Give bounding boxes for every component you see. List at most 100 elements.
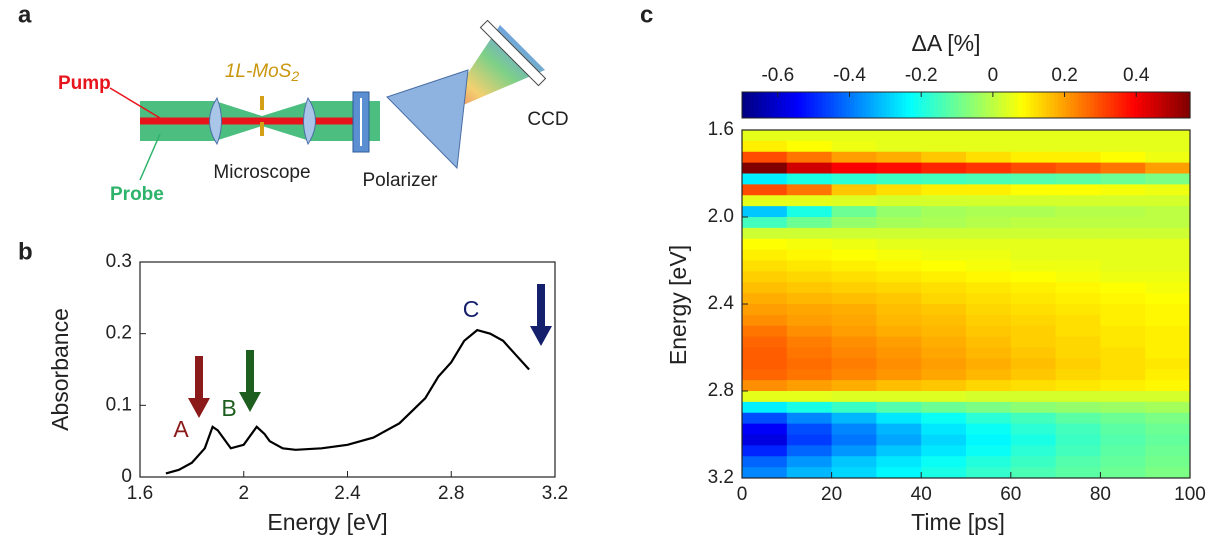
peak-label: C xyxy=(463,296,480,322)
heatmap-cell xyxy=(742,217,788,229)
heatmap-cell xyxy=(876,184,922,196)
colorbar-swatch xyxy=(974,92,979,118)
colorbar-swatch xyxy=(858,92,863,118)
heatmap-cell xyxy=(831,173,877,185)
heatmap-cell xyxy=(831,162,877,174)
heatmap-cell xyxy=(786,391,833,403)
heatmap-cell xyxy=(742,260,788,272)
heatmap-cell xyxy=(966,184,1012,196)
colorbar-swatch xyxy=(1030,92,1035,118)
colorbar-swatch xyxy=(1094,92,1099,118)
heatmap-cell xyxy=(786,314,833,327)
heatmap-cell xyxy=(1100,401,1146,414)
colorbar-swatch xyxy=(778,92,783,118)
heatmap-cell xyxy=(876,325,922,338)
heatmap-cell xyxy=(1055,412,1101,425)
colorbar-swatch xyxy=(1086,92,1091,118)
heatmap-cell xyxy=(966,347,1012,359)
heatmap-cell xyxy=(786,358,833,370)
colorbar-swatch xyxy=(1062,92,1067,118)
ccd xyxy=(479,19,547,87)
heatmap-cell xyxy=(742,391,788,403)
colorbar-swatch xyxy=(854,92,859,118)
pump-arrow xyxy=(530,284,552,346)
heatmap-cell xyxy=(742,162,788,174)
colorbar-swatch xyxy=(1002,92,1007,118)
heatmap-cell xyxy=(876,130,922,142)
heatmap-cell xyxy=(966,314,1012,327)
heatmap-cell xyxy=(966,282,1012,294)
heatmap-cell xyxy=(786,347,833,359)
heatmap-cell xyxy=(742,456,788,468)
heatmap-cell xyxy=(786,238,833,251)
heatmap-cell xyxy=(742,369,788,381)
sample-subscript: 2 xyxy=(290,68,299,84)
heatmap-cell xyxy=(786,206,833,218)
heatmap-cell xyxy=(921,206,967,218)
heatmap-cell xyxy=(831,151,877,164)
x-tick-label: 2.4 xyxy=(334,483,361,504)
heatmap-cell xyxy=(921,260,967,272)
heatmap-cell xyxy=(786,195,833,207)
heatmap-cell xyxy=(1100,260,1146,272)
colorbar-swatch xyxy=(826,92,831,118)
heatmap-cell xyxy=(1145,434,1191,446)
colorbar-swatch xyxy=(1074,92,1079,118)
heatmap-cell xyxy=(831,445,877,457)
colorbar-swatch xyxy=(874,92,879,118)
heatmap-cell xyxy=(921,314,967,327)
heatmap-cell xyxy=(966,369,1012,381)
x-tick-label: 2.8 xyxy=(438,483,464,504)
heatmap-cell xyxy=(876,238,922,251)
heatmap-cell xyxy=(876,282,922,294)
heatmap-cell xyxy=(1055,162,1101,174)
colorbar-swatch xyxy=(790,92,795,118)
colorbar-tick-label: 0 xyxy=(988,65,999,86)
heatmap-cell xyxy=(966,380,1012,392)
heatmap-cell xyxy=(1145,249,1191,261)
heatmap-cell xyxy=(1100,358,1146,370)
colorbar-swatch xyxy=(950,92,955,118)
colorbar-swatch xyxy=(1078,92,1083,118)
colorbar-swatch xyxy=(966,92,971,118)
heatmap-cell xyxy=(786,369,833,381)
colorbar-swatch xyxy=(862,92,867,118)
heatmap-cell xyxy=(831,271,877,283)
heatmap-cell xyxy=(921,412,967,425)
heatmap-cell xyxy=(966,412,1012,425)
heatmap-cell xyxy=(1055,314,1101,327)
heatmap-cell xyxy=(921,401,967,414)
colorbar-swatch xyxy=(814,92,819,118)
heatmap-cell xyxy=(1055,380,1101,392)
heatmap-cell xyxy=(966,217,1012,229)
heatmap-cell xyxy=(742,380,788,392)
heatmap-cell xyxy=(1100,195,1146,207)
heatmap-cell xyxy=(1055,206,1101,218)
lens xyxy=(209,96,222,146)
heatmap-cell xyxy=(1100,314,1146,327)
heatmap-cell xyxy=(831,130,877,142)
heatmap-cell xyxy=(921,238,967,251)
heatmap-cell xyxy=(831,336,877,348)
heatmap-cell xyxy=(1055,369,1101,381)
y-tick-label: 0 xyxy=(121,466,132,487)
colorbar-swatch xyxy=(1050,92,1055,118)
heatmap-cell xyxy=(921,130,967,142)
heatmap-cell xyxy=(876,336,922,348)
heatmap-cell xyxy=(1145,130,1191,142)
heatmap-cell xyxy=(786,445,833,457)
heatmap-cell xyxy=(1100,445,1146,457)
heatmap-cell xyxy=(1145,369,1191,381)
heatmap-cell xyxy=(831,456,877,468)
heatmap-cell xyxy=(876,434,922,446)
colorbar-swatch xyxy=(934,92,939,118)
heatmap-cell xyxy=(1100,467,1146,479)
heatmap-cell xyxy=(966,162,1012,174)
colorbar-swatch xyxy=(1082,92,1087,118)
sample-label: 1L-MoS2 xyxy=(225,61,300,84)
heatmap-cell xyxy=(966,227,1012,240)
colorbar-swatch xyxy=(878,92,883,118)
microscope-label: Microscope xyxy=(213,162,310,183)
heatmap-cell xyxy=(966,260,1012,272)
